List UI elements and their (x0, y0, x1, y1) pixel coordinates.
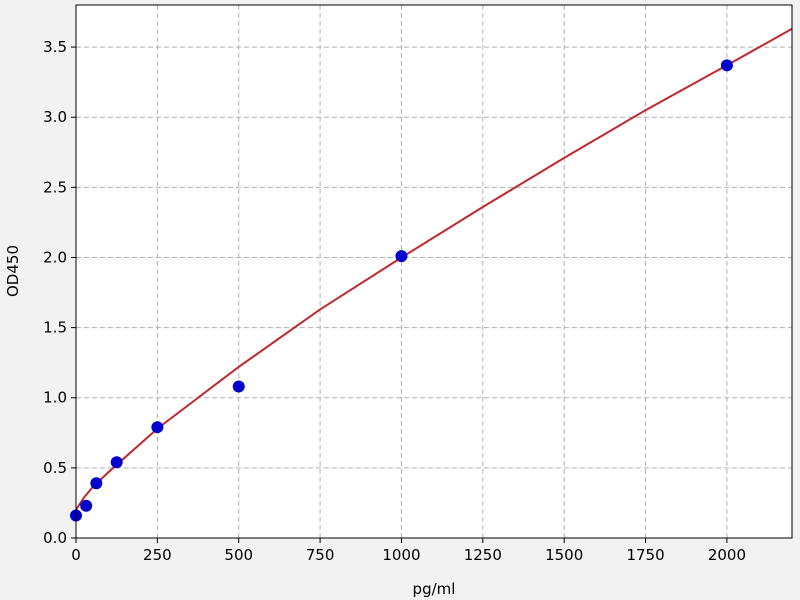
data-point (80, 499, 93, 512)
data-point (232, 380, 245, 393)
y-tick-label: 3.5 (43, 38, 67, 56)
plot-frame (75, 4, 793, 539)
x-tick-label: 1000 (382, 546, 420, 564)
y-tick-label: 0.5 (43, 459, 67, 477)
x-tick-label: 1500 (545, 546, 583, 564)
x-tick-label: 0 (71, 546, 81, 564)
x-tick-label: 1250 (464, 546, 502, 564)
y-tick-label: 2.5 (43, 178, 67, 196)
y-axis-label: OD450 (4, 245, 22, 297)
y-axis-ticks: 0.0 0.5 1.0 1.5 2.0 2.5 3.0 3.5 (43, 38, 76, 547)
data-point (151, 421, 164, 434)
x-axis-ticks: 0 250 500 750 1000 1250 1500 1750 2000 (71, 538, 746, 564)
x-tick-label: 750 (306, 546, 335, 564)
y-tick-label: 1.5 (43, 319, 67, 337)
y-tick-label: 2.0 (43, 248, 67, 266)
y-tick-label: 3.0 (43, 108, 67, 126)
data-point (395, 250, 408, 263)
data-point (720, 59, 733, 72)
plot-area (76, 5, 792, 538)
data-point (110, 456, 123, 469)
data-point (90, 477, 103, 490)
x-tick-label: 2000 (708, 546, 746, 564)
x-tick-label: 250 (143, 546, 172, 564)
x-tick-label: 1750 (626, 546, 664, 564)
x-axis-label: pg/ml (413, 580, 456, 598)
y-tick-label: 1.0 (43, 389, 67, 407)
y-tick-label: 0.0 (43, 529, 67, 547)
x-tick-label: 500 (224, 546, 253, 564)
